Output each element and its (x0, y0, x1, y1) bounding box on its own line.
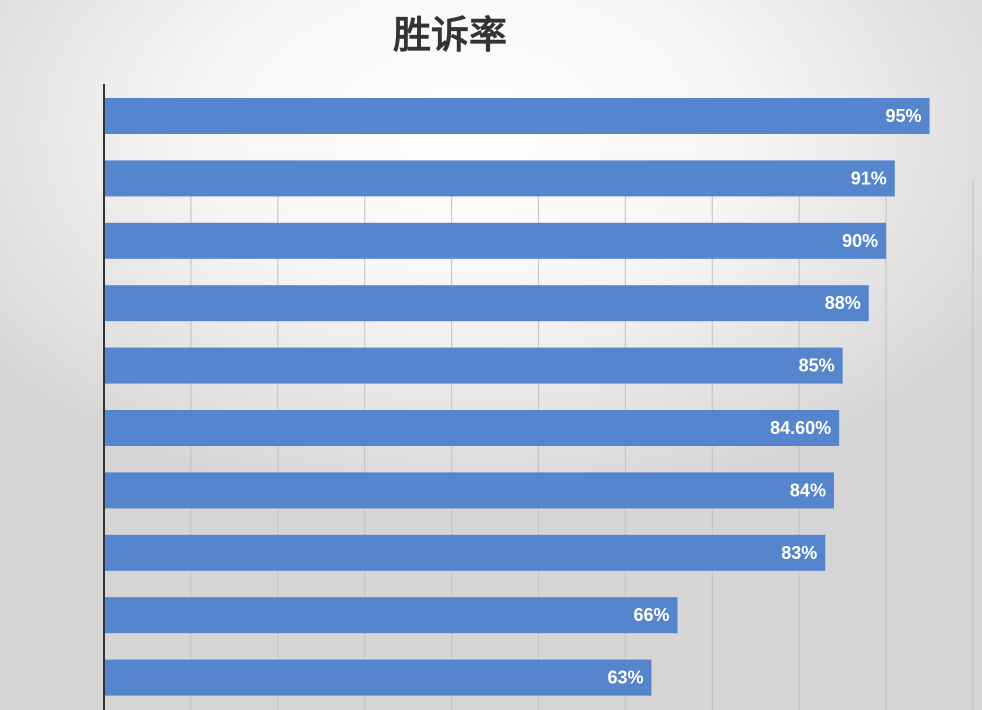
bar (104, 347, 843, 384)
bar (104, 222, 887, 259)
bar (104, 659, 652, 696)
data-label: 66% (634, 605, 670, 625)
chart-title: 胜诉率 (392, 13, 507, 57)
data-label: 91% (851, 168, 887, 188)
data-label: 83% (781, 543, 817, 563)
data-label: 84% (790, 480, 826, 500)
bar (104, 160, 895, 197)
data-label: 84.60% (770, 418, 831, 438)
data-label: 63% (607, 668, 643, 688)
data-label: 85% (799, 356, 835, 376)
bar (104, 597, 678, 634)
bar (104, 410, 840, 446)
data-label: 88% (825, 293, 861, 313)
bar (104, 472, 834, 509)
bar (104, 534, 826, 571)
bar (104, 285, 869, 322)
data-label: 90% (842, 231, 878, 251)
data-label: 95% (886, 106, 922, 126)
bar (104, 98, 930, 134)
